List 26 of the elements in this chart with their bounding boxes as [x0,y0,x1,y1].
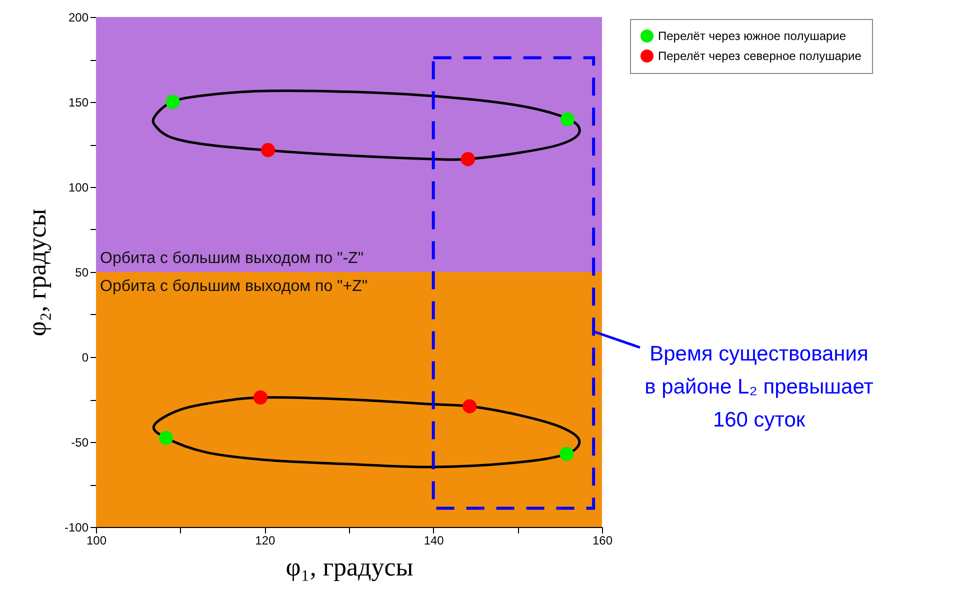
y-axis-title: φ₂, градусы [22,208,52,336]
x-tick-label: 140 [424,534,444,548]
y-tick-label: 200 [68,10,89,24]
y-tick-label: 0 [82,350,89,364]
legend-label: Перелёт через северное полушарие [658,49,862,63]
point [462,399,477,414]
point [460,152,475,166]
y-tick-label: -100 [64,520,89,534]
legend-label: Перелёт через южное полушарие [658,29,846,43]
x-axis-title: φ₁, градусы [286,552,414,582]
y-tick-label: 50 [75,266,89,280]
band-label: Орбита с большим выходом по "+Z" [100,278,368,295]
x-tick-label: 120 [255,534,276,548]
point [158,430,174,445]
y-tick-label: 150 [68,96,89,110]
point [260,143,276,158]
x-tick-label: 100 [86,534,107,548]
point [560,446,574,461]
y-tick-label: 100 [68,180,89,194]
text: Время существования в районе L₂ превышает 160 суток [644,342,874,432]
point [166,94,180,110]
band-label: Орбита с большим выходом по "-Z" [100,250,364,267]
point [560,112,574,126]
point [253,390,268,405]
x-tick-label: 160 [592,534,613,548]
y-tick-label: -50 [71,436,89,450]
